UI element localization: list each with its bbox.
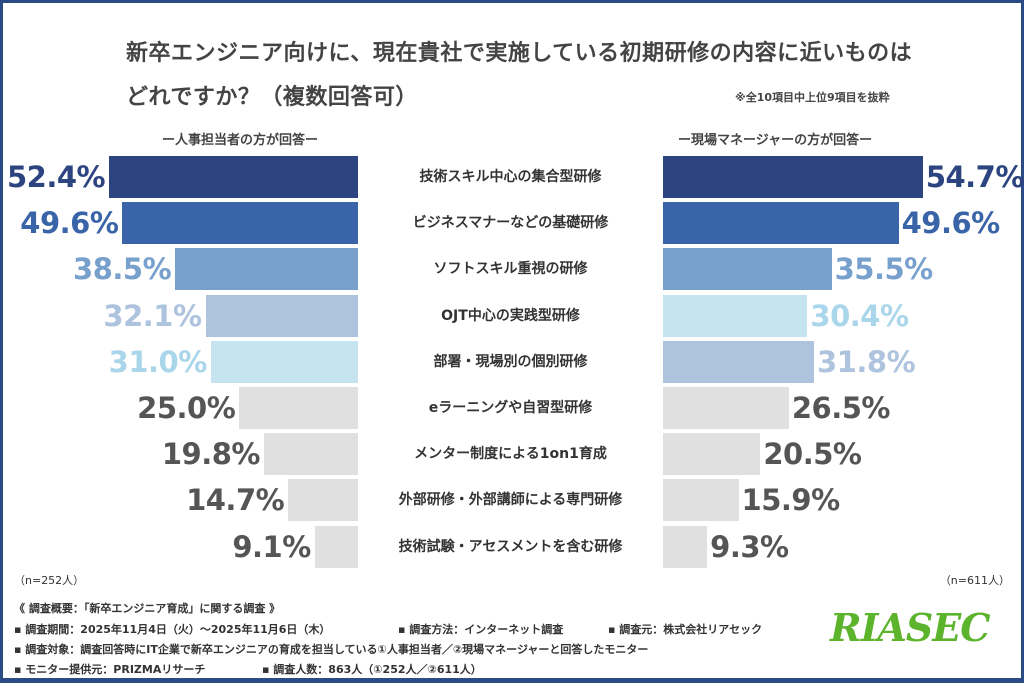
- footer-provider: ▪ モニター提供元：PRIZMAリサーチ: [14, 663, 206, 676]
- right-value-label: 54.7%: [925, 160, 1024, 194]
- category-label: 外部研修・外部講師による専門研修: [398, 492, 623, 509]
- category-label: ビジネスマナーなどの基礎研修: [412, 215, 609, 232]
- left-series-header: ー人事担当者の方が回答ー: [162, 133, 319, 148]
- left-value-label: 31.0%: [108, 344, 208, 379]
- category-label: OJT中心の実践型研修: [441, 307, 580, 324]
- right-value-label: 26.5%: [791, 391, 891, 425]
- footer-target: ▪ 調査対象：調査回答時にIT企業で新卒エンジニアの育成を担当している①人事担当…: [14, 643, 649, 656]
- right-value-label: 9.3%: [710, 529, 789, 564]
- category-label: 技術試験・アセスメントを含む研修: [398, 538, 623, 555]
- left-bar: [314, 525, 358, 568]
- left-value-label: 14.7%: [186, 483, 285, 518]
- category-label: メンター制度による1on1育成: [414, 446, 607, 463]
- footer-summary: 《 調査概要：「新卒エンジニア育成」に関する調査 》: [14, 602, 281, 615]
- left-bar: [175, 248, 358, 291]
- right-value-label: 20.5%: [763, 437, 862, 472]
- footer-period: ▪ 調査期間：2025年11月4日（火）～2025年11月6日（木）: [14, 623, 331, 636]
- left-value-label: 52.4%: [7, 160, 106, 194]
- left-value-label: 19.8%: [161, 437, 261, 472]
- footer-source: ▪ 調査元：株式会社リアセック: [608, 623, 763, 636]
- right-bar: [663, 387, 789, 429]
- category-label: eラーニングや自習型研修: [428, 400, 593, 416]
- chart-title: 新卒エンジニア向けに、現在貴社で実施している初期研修の内容に近いものはどれですか…: [126, 41, 913, 110]
- right-bar: [663, 294, 808, 337]
- right-bar: [663, 433, 761, 476]
- right-bar: [663, 248, 832, 291]
- left-value-label: 32.1%: [103, 298, 202, 333]
- category-label: ソフトスキル重視の研修: [433, 261, 588, 278]
- right-bar: [663, 202, 899, 245]
- right-value-label: 15.9%: [741, 483, 841, 518]
- category-label: 技術スキル中心の集合型研修: [419, 169, 602, 185]
- right-bar: [663, 156, 923, 198]
- chart-note: ※全10項目中上位9項目を抜粋: [735, 91, 890, 104]
- left-value-label: 25.0%: [137, 391, 236, 425]
- right-value-label: 49.6%: [901, 206, 1001, 241]
- footer-method: ▪ 調査方法：インターネット調査: [398, 623, 564, 636]
- right-series-header: ー現場マネージャーの方が回答ー: [678, 133, 873, 148]
- right-bar: [663, 525, 708, 568]
- right-n: （n=611人）: [939, 574, 1010, 587]
- riasec-logo: RIASEC: [830, 605, 990, 650]
- left-n: （n=252人）: [14, 574, 85, 587]
- left-bar: [205, 294, 358, 337]
- left-bar: [288, 479, 358, 522]
- right-value-label: 35.5%: [834, 252, 934, 287]
- right-bar: [663, 340, 815, 383]
- right-value-label: 30.4%: [810, 298, 909, 333]
- left-bar: [239, 387, 358, 429]
- category-label: 部署・現場別の個別研修: [433, 353, 588, 370]
- right-value-label: 31.8%: [817, 344, 916, 379]
- left-bar: [210, 340, 358, 383]
- right-bar: [663, 479, 739, 522]
- left-bar: [122, 202, 358, 245]
- left-value-label: 49.6%: [20, 206, 119, 241]
- left-bar: [263, 433, 358, 476]
- left-value-label: 9.1%: [232, 529, 311, 564]
- footer-count: ▪ 調査人数：863人（①252人／②611人）: [262, 663, 482, 676]
- left-value-label: 38.5%: [73, 252, 172, 287]
- left-bar: [109, 156, 358, 198]
